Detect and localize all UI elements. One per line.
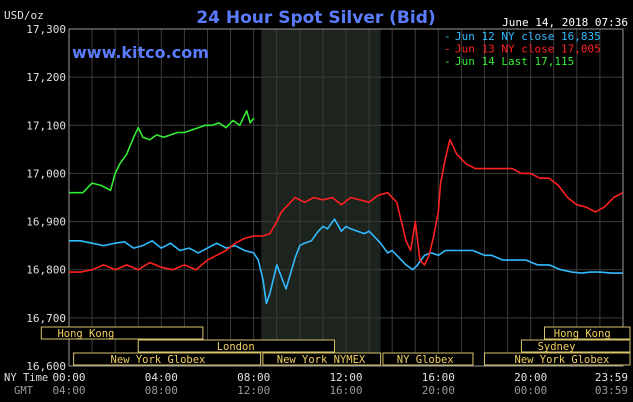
series-layer [69,110,623,305]
series-line-3 [69,110,255,194]
legend-entry: Jun 12 NY close 16,835 [455,30,601,43]
ny-time-tick: 23:59 [595,371,628,384]
session-label: Hong Kong [554,328,611,340]
ny-time-tick: 08:00 [237,371,270,384]
gmt-tick: 08:00 [145,384,178,397]
date-label: June 14, 2018 07:36 [502,16,628,29]
session-label: New York Globex [515,354,610,366]
ny-time-tick: 20:00 [514,371,547,384]
legend-marker: - [444,30,451,43]
ny-time-tick: 04:00 [145,371,178,384]
session-label: London [217,341,255,353]
session-label: NY Globex [397,354,454,366]
session-bar [262,352,382,366]
legend-marker: - [444,43,451,56]
session-bar [484,352,631,366]
unit-label: USD/oz [4,9,44,22]
y-tick-label: 17,100 [26,119,66,132]
session-label: Hong Kong [57,328,114,340]
y-tick-label: 16,600 [26,360,66,373]
gmt-tick: 00:00 [514,384,547,397]
session-bar [73,352,262,366]
nymex-highlight [261,29,381,366]
gmt-tick: 20:00 [422,384,455,397]
legend-marker: - [444,55,451,68]
gmt-tick: 12:00 [237,384,270,397]
ny-time-tick: 00:00 [52,371,85,384]
legend: - Jun 12 NY close 16,835- Jun 13 NY close … [444,30,601,68]
session-bar [544,326,631,340]
chart-title: 24 Hour Spot Silver (Bid) [196,8,435,28]
gmt-tick: 03:59 [595,384,628,397]
y-tick-label: 16,700 [26,312,66,325]
plot-border [68,28,624,367]
kitco-watermark: www.kitco.com [72,43,209,62]
session-bar [137,339,335,353]
y-tick-label: 17,000 [26,167,66,180]
gmt-label: GMT [14,385,34,397]
session-label: New York NYMEX [277,354,366,366]
session-bar [382,352,474,366]
session-label: New York Globex [111,354,206,366]
ny-time-label: NY Time [4,372,48,384]
axes: 16,600 16,700 16,800 16,900 17,000 17,100 17,2… [4,23,628,397]
legend-entry: Jun 13 NY close 17,005 [455,43,601,56]
y-tick-label: 17,200 [26,71,66,84]
session-label: Sydney [538,341,576,353]
series-line-1 [69,218,623,305]
series-line-2 [69,138,623,273]
y-tick-label: 17,300 [26,23,66,36]
ny-time-tick: 12:00 [329,371,362,384]
session-bar [40,326,204,340]
gmt-tick: 04:00 [52,384,85,397]
y-tick-label: 16,900 [26,216,66,229]
session-bar [520,339,631,353]
y-tick-label: 16,800 [26,264,66,277]
ny-time-tick: 16:00 [422,371,455,384]
legend-entry: Jun 14 Last 17,115 [455,55,574,68]
chart-grid [68,28,624,367]
gmt-tick: 16:00 [329,384,362,397]
